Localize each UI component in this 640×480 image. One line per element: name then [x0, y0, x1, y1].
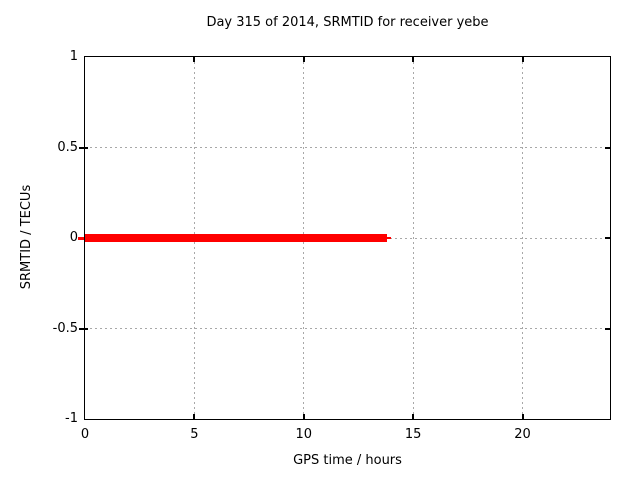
x-tick-label: 5: [190, 427, 199, 442]
x-tick-bottom-15: [412, 414, 415, 419]
data-line-srmtid: [85, 234, 387, 242]
y-tick-label: 1: [69, 49, 78, 64]
y-tick-right--0.5: [605, 327, 610, 330]
x-tick-top-5: [193, 57, 196, 62]
gridline-y--0.5: [85, 328, 610, 329]
x-tick-top-15: [412, 57, 415, 62]
x-tick-bottom-20: [521, 414, 524, 419]
y-tick-label: -0.5: [52, 320, 78, 336]
y-tick-right-0.5: [605, 146, 610, 149]
y-tick-label: 0.5: [57, 139, 78, 155]
x-axis-label: GPS time / hours: [293, 453, 402, 468]
gridline-y-0.5: [85, 147, 610, 148]
x-tick-label: 20: [514, 427, 531, 442]
y-tick-label: 0: [69, 230, 78, 245]
x-tick-label: 15: [404, 427, 422, 442]
y-tick-label: -1: [65, 411, 78, 426]
y-tick-left--0.5: [79, 327, 88, 330]
chart-title: Day 315 of 2014, SRMTID for receiver yeb…: [206, 15, 489, 30]
x-tick-label: 0: [80, 427, 90, 442]
y-tick-left-0: [78, 236, 84, 240]
x-tick-top-10: [302, 57, 305, 62]
x-tick-label: 10: [295, 427, 313, 442]
plot-area: [78, 56, 611, 420]
y-tick-right-0: [605, 237, 610, 239]
data-line-tail: [386, 237, 392, 239]
x-tick-bottom-10: [302, 414, 305, 419]
x-tick-top-20: [521, 57, 524, 62]
y-tick-left-0.5: [79, 146, 88, 149]
x-tick-bottom-5: [193, 414, 196, 419]
